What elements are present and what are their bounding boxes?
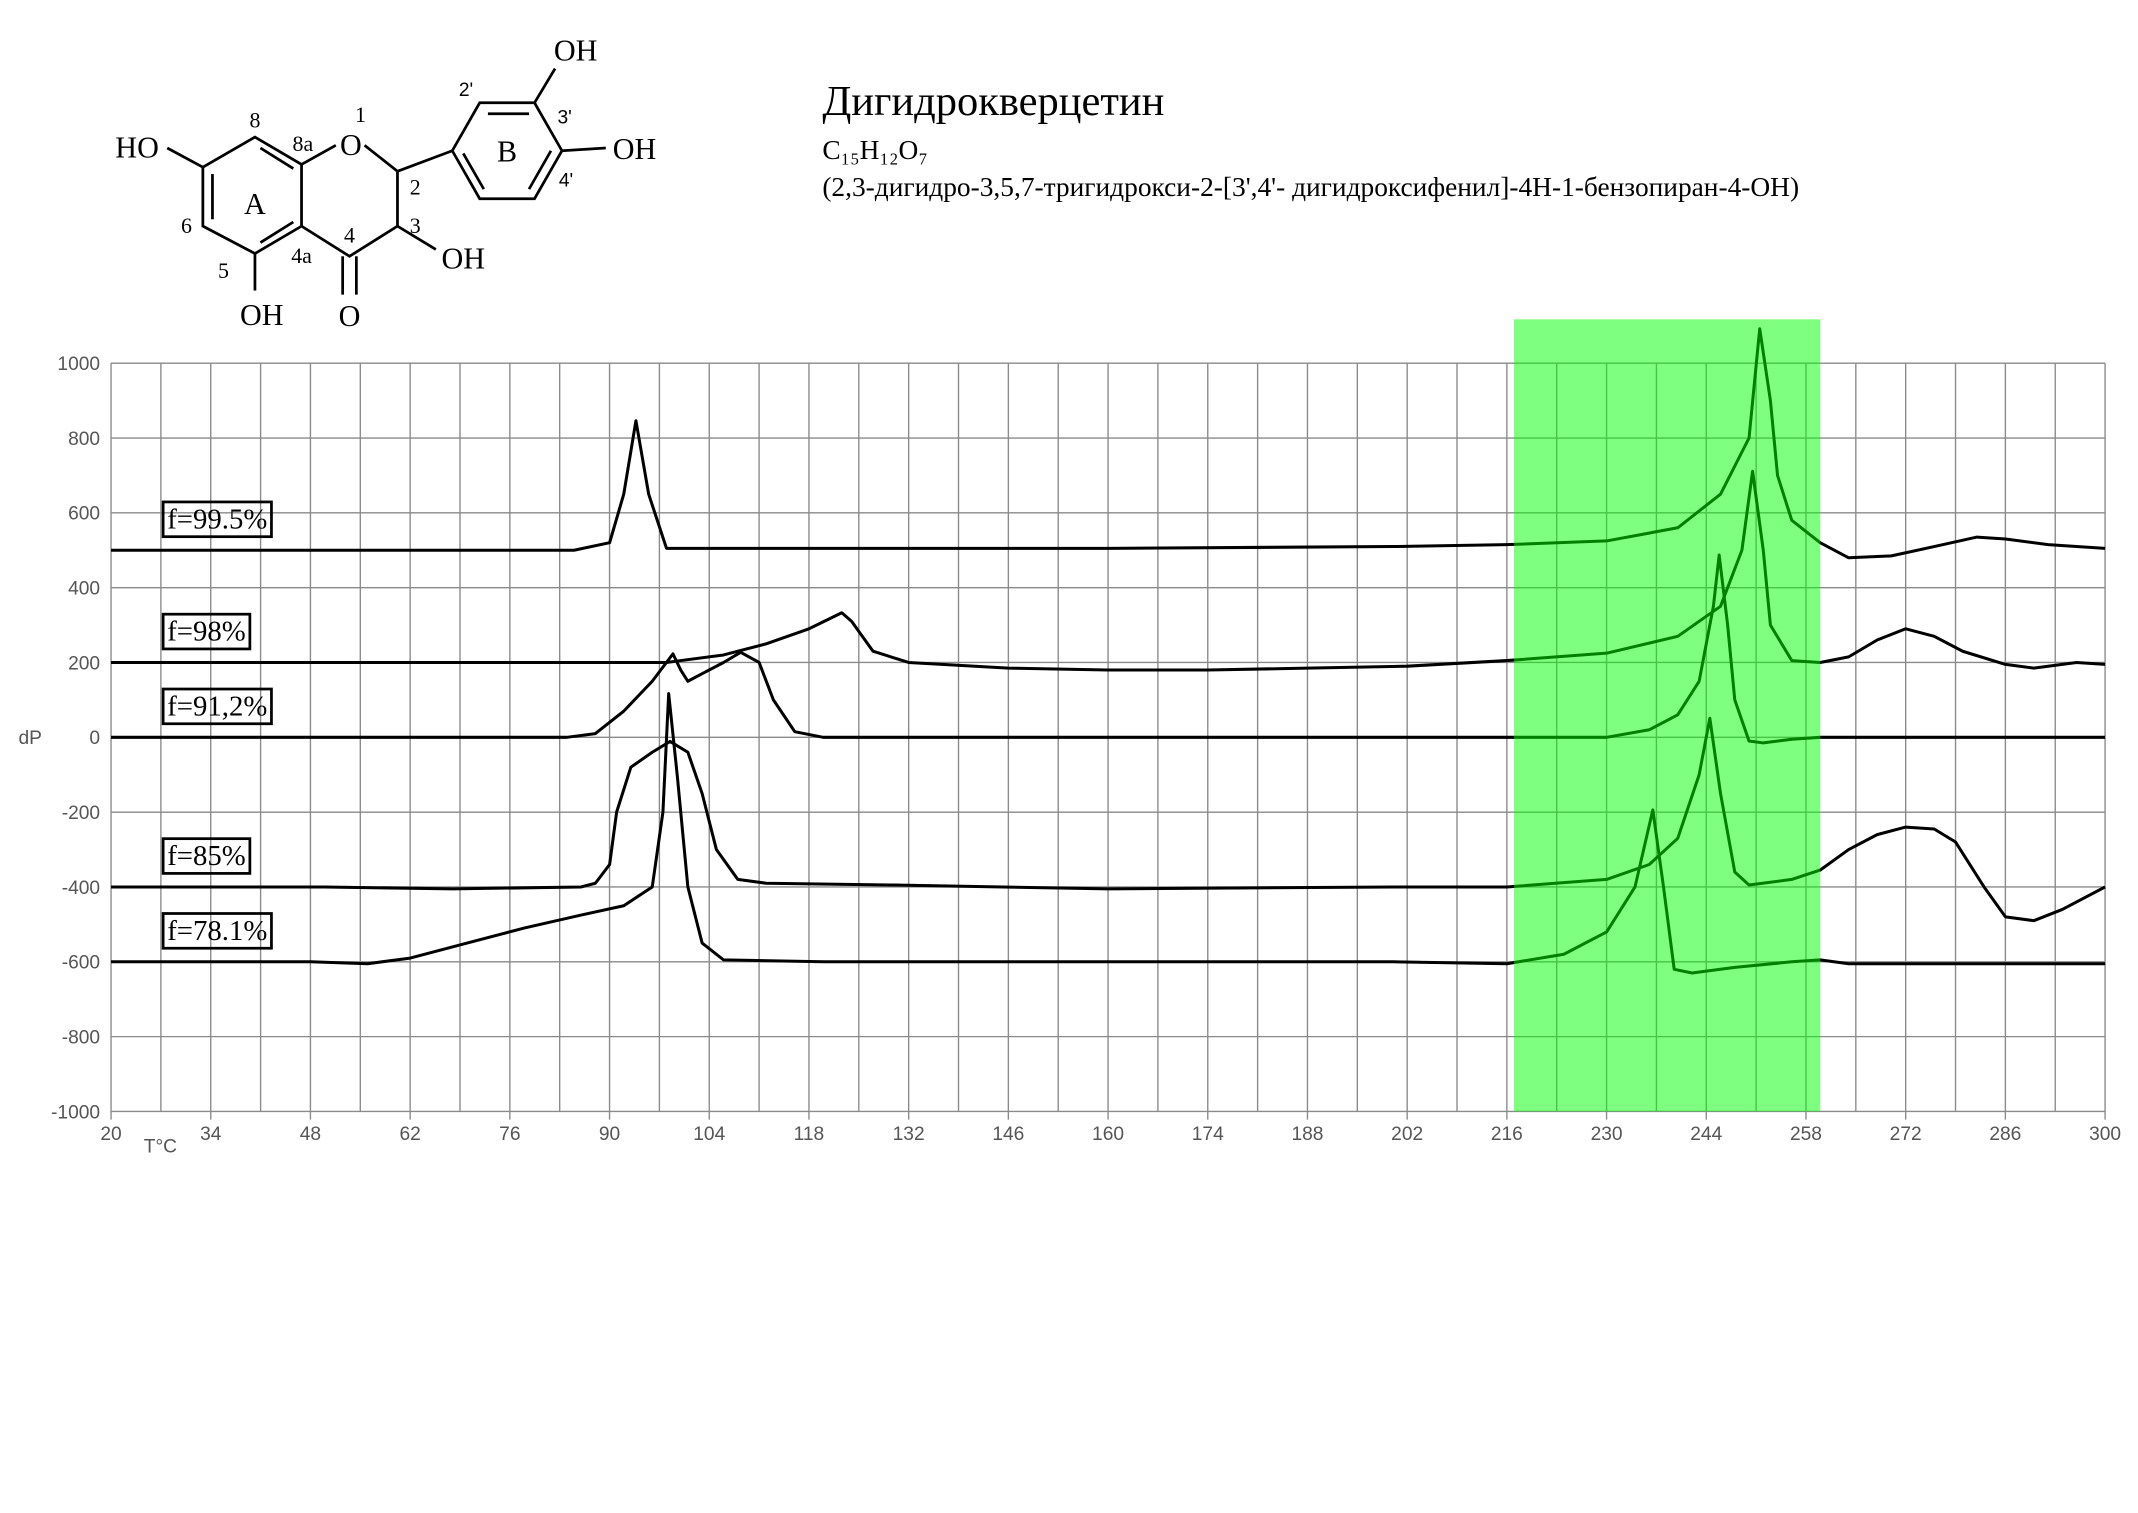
legend-label: f=85% [167,840,246,872]
atom-label: HO [115,131,159,165]
locant: 4 [344,223,355,248]
bond [259,146,295,170]
x-tick-label: 146 [992,1124,1024,1145]
formula: C₁₅H₁₂O₇ [822,135,928,165]
x-tick-label: 202 [1391,1124,1423,1145]
bond [259,220,295,244]
legend-label: f=99.5% [167,503,267,535]
atom-label: OH [240,298,284,332]
x-tick-label: 62 [399,1124,420,1145]
ring-label: B [497,135,517,169]
atom-label: OH [613,132,657,166]
bond [396,224,437,251]
structure: HO OH O OH O OH OH A B 8 8a 1 2 3 4 4a 5… [115,33,656,333]
x-tick-label: 272 [1890,1124,1922,1145]
plot: 20 34 48 62 76 90 104 118 132 146 160 174 188 202 216 2… [18,319,2121,1158]
x-tick-label: 132 [893,1124,925,1145]
y-tick-label: -1000 [51,1102,100,1123]
x-tick-label: 90 [599,1124,620,1145]
atom-label: OH [441,242,485,276]
x-tick-label: 160 [1092,1124,1124,1145]
y-tick-label: 200 [68,653,100,674]
locant: 4a [291,243,312,268]
bond [561,146,606,153]
locant: 6 [181,213,192,238]
y-tick-label: -200 [62,803,100,824]
x-tick-label: 244 [1690,1124,1722,1145]
x-tick-label: 20 [100,1124,121,1145]
x-tick-label: 258 [1790,1124,1822,1145]
locant: 8 [249,107,260,132]
y-axis-label: dP [18,728,41,749]
legend-label: f=78.1% [167,915,267,947]
locant: 2 [410,175,421,200]
bond [462,152,485,190]
x-tick-label: 76 [499,1124,520,1145]
atom-label: O [339,299,361,333]
x-tick-label: 174 [1192,1124,1224,1145]
locant: 1 [355,102,366,127]
x-tick-label: 104 [693,1124,725,1145]
locant: 5 [218,258,229,283]
x-tick-label: 216 [1491,1124,1523,1145]
bond [533,67,557,104]
legend-box [161,612,252,651]
highlight-band [1513,319,1821,1112]
bond [396,149,453,173]
ring-c [300,144,337,166]
x-tick-label: 230 [1591,1124,1623,1145]
locant: 2' [459,80,473,101]
x-tick-label: 300 [2089,1124,2121,1145]
legend-box [161,500,273,539]
y-tick-label: 1000 [57,354,100,375]
y-tick-label: -400 [62,878,100,899]
ring-label: A [244,187,266,221]
y-tick-label: -800 [62,1027,100,1048]
locant: 3 [410,213,421,238]
atom-label: OH [554,33,598,67]
x-tick-label: 48 [300,1124,321,1145]
bond [527,150,553,190]
legend-label: f=91,2% [167,690,267,722]
y-tick-label: 400 [68,579,100,600]
legend-box [161,912,273,950]
legend-box [161,837,252,875]
locant: 4' [559,170,573,191]
y-tick-label: -600 [62,953,100,974]
locant: 8a [293,131,314,156]
y-tick-label: 0 [89,728,100,749]
y-tick-label: 600 [68,504,100,525]
x-tick-label: 34 [200,1124,222,1145]
x-axis-label: T°C [144,1137,177,1158]
x-tick-label: 286 [1989,1124,2021,1145]
locant: 3' [558,107,572,128]
x-tick-label: 188 [1291,1124,1323,1145]
y-tick-label: 800 [68,429,100,450]
legend-label: f=98% [167,616,246,648]
x-tick-label: 118 [794,1124,825,1145]
legend-box [161,687,273,726]
atom-label: O [340,128,362,162]
subtitle: (2,3-дигидро-3,5,7-тригидрокси-2-[3',4'-… [822,172,1799,202]
header-title: Дигидрокверцетин [822,78,1164,125]
bond [166,146,204,169]
